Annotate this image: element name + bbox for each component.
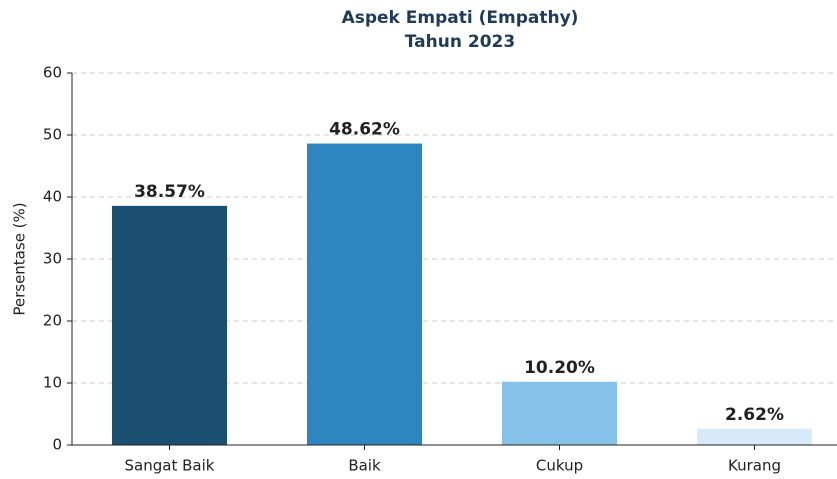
y-axis-label: Persentase (%): [11, 202, 29, 315]
bar: [501, 381, 618, 445]
x-tick-label: Sangat Baik: [125, 457, 215, 475]
data-label: 48.62%: [329, 120, 400, 140]
data-label: 38.57%: [134, 182, 205, 202]
data-label: 2.62%: [725, 405, 784, 425]
data-label: 10.20%: [524, 358, 595, 378]
y-tick-label: 50: [43, 126, 62, 144]
bar: [306, 143, 423, 445]
x-tick-label: Cukup: [536, 457, 583, 475]
x-tick-label: Kurang: [728, 457, 781, 475]
y-tick-label: 40: [43, 188, 62, 206]
x-tick-label: Baik: [348, 457, 381, 475]
y-tick-label: 60: [43, 64, 62, 82]
y-tick-label: 0: [52, 436, 62, 454]
chart-title: Aspek Empati (Empathy): [342, 8, 579, 28]
y-tick-label: 10: [43, 374, 62, 392]
y-tick-label: 20: [43, 312, 62, 330]
chart-title: Tahun 2023: [405, 32, 515, 52]
y-tick-label: 30: [43, 250, 62, 268]
bar: [696, 428, 813, 445]
bar: [111, 205, 228, 445]
